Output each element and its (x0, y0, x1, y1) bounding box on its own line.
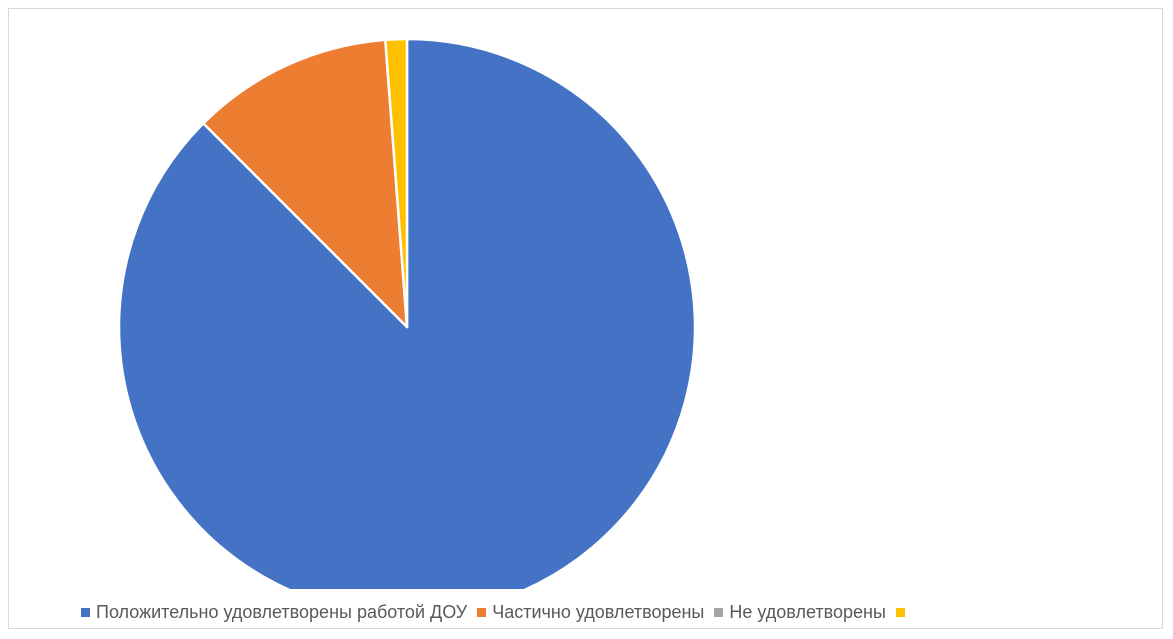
legend-swatch-positive (81, 608, 90, 617)
pie-chart (117, 37, 697, 589)
legend-item-partial: Частично удовлетворены (477, 602, 704, 623)
legend: Положительно удовлетворены работой ДОУ Ч… (81, 602, 921, 623)
legend-label-not-satisfied: Не удовлетворены (729, 602, 886, 622)
pie-slice-unlabeled (384, 37, 409, 329)
chart-area: Положительно удовлетворены работой ДОУ Ч… (8, 8, 1163, 629)
legend-swatch-not-satisfied (714, 608, 724, 617)
legend-label-positive: Положительно удовлетворены работой ДОУ (96, 602, 468, 622)
legend-swatch-unlabeled (895, 608, 905, 617)
pie-slice-partial (202, 38, 409, 329)
legend-item-unlabeled (895, 608, 911, 617)
legend-swatch-partial (477, 608, 487, 617)
legend-item-positive: Положительно удовлетворены работой ДОУ (81, 602, 467, 623)
legend-label-partial: Частично удовлетворены (492, 602, 705, 622)
legend-item-not-satisfied: Не удовлетворены (714, 602, 886, 623)
pie-slice-positive (117, 37, 697, 589)
